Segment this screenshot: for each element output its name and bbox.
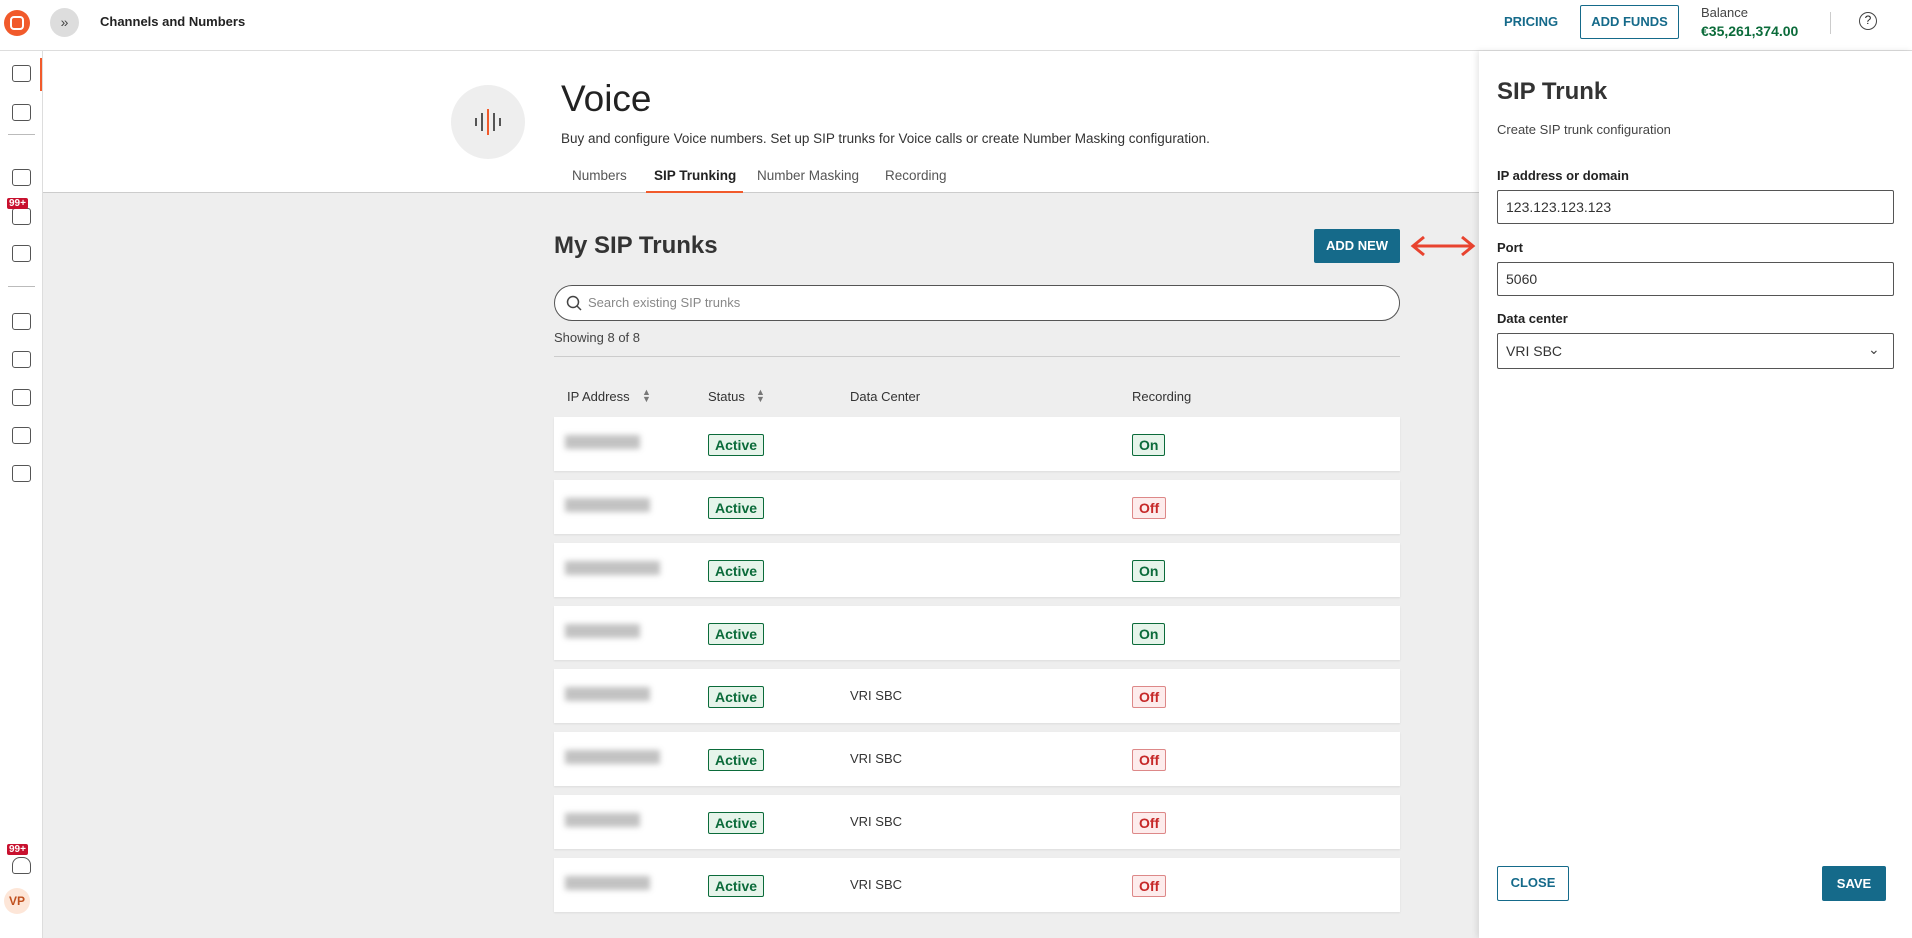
tab-underline xyxy=(646,191,743,193)
dropdown-chevron[interactable]: ⌄ xyxy=(1868,341,1880,357)
add-funds-button[interactable]: ADD FUNDS xyxy=(1580,5,1679,39)
search-placeholder: Search existing SIP trunks xyxy=(588,295,741,310)
avatar[interactable]: VP xyxy=(4,888,30,914)
close-button[interactable]: CLOSE xyxy=(1497,866,1569,901)
showing-count: Showing 8 of 8 xyxy=(554,330,641,345)
table-row[interactable] xyxy=(554,795,1400,849)
panel-title: SIP Trunk xyxy=(1497,78,1608,105)
field-input[interactable]: VRI SBC xyxy=(1497,333,1894,369)
save-button[interactable]: SAVE xyxy=(1822,866,1886,901)
tab[interactable]: Recording xyxy=(885,168,947,183)
data-center: VRI SBC xyxy=(850,814,903,829)
notification-badge: 99+ xyxy=(7,844,28,855)
side-panel xyxy=(1479,51,1912,938)
data-center: VRI SBC xyxy=(850,877,903,892)
expand-button[interactable]: » xyxy=(50,8,79,37)
ip-redacted xyxy=(565,561,660,575)
field-input[interactable]: 123.123.123.123 xyxy=(1497,190,1894,224)
field-label: Port xyxy=(1497,240,1523,255)
logo[interactable] xyxy=(4,10,30,36)
status-badge: Active xyxy=(708,686,765,708)
recording-badge: Off xyxy=(1132,686,1167,708)
help-icon[interactable]: ? xyxy=(1859,12,1877,30)
search-box[interactable]: Search existing SIP trunks xyxy=(554,285,1400,321)
top-bar xyxy=(0,0,1912,51)
arrow-annotation xyxy=(1410,235,1476,257)
table-row[interactable] xyxy=(554,858,1400,912)
table-row[interactable] xyxy=(554,417,1400,471)
ip-redacted xyxy=(565,435,640,449)
field-input[interactable]: 5060 xyxy=(1497,262,1894,296)
section-title: My SIP Trunks xyxy=(554,232,718,259)
table-row[interactable] xyxy=(554,606,1400,660)
column-header[interactable]: IP Address xyxy=(567,389,630,404)
voice-glyph xyxy=(475,109,501,135)
table-row[interactable] xyxy=(554,732,1400,786)
notification-badge: 99+ xyxy=(7,198,28,209)
status-badge: Active xyxy=(708,875,765,897)
status-badge: Active xyxy=(708,497,765,519)
status-badge: Active xyxy=(708,623,765,645)
tab[interactable]: Number Masking xyxy=(757,168,860,183)
sidebar xyxy=(0,51,43,938)
recording-badge: Off xyxy=(1132,875,1167,897)
balance-value: €35,261,374.00 xyxy=(1701,23,1799,39)
recording-badge: Off xyxy=(1132,812,1167,834)
recording-badge: Off xyxy=(1132,497,1167,519)
ip-redacted xyxy=(565,687,650,701)
column-header[interactable]: Status xyxy=(708,389,745,404)
field-label: Data center xyxy=(1497,311,1568,326)
recording-badge: On xyxy=(1132,560,1166,582)
data-center: VRI SBC xyxy=(850,751,903,766)
table-row[interactable] xyxy=(554,480,1400,534)
ip-redacted xyxy=(565,750,660,764)
table-row[interactable] xyxy=(554,669,1400,723)
table-row[interactable] xyxy=(554,543,1400,597)
pricing-link[interactable]: PRICING xyxy=(1504,14,1559,29)
sort-icon[interactable]: ▲ ▼ xyxy=(642,387,651,404)
add-new-button[interactable]: ADD NEW xyxy=(1314,229,1400,263)
tab[interactable]: Numbers xyxy=(572,168,627,183)
status-badge: Active xyxy=(708,812,765,834)
data-center: VRI SBC xyxy=(850,688,903,703)
tab-border xyxy=(43,192,1479,193)
separator xyxy=(554,356,1400,357)
recording-badge: Off xyxy=(1132,749,1167,771)
divider xyxy=(1830,12,1831,34)
status-badge: Active xyxy=(708,749,765,771)
sort-icon[interactable]: ▲ ▼ xyxy=(756,387,765,404)
ip-redacted xyxy=(565,876,650,890)
status-badge: Active xyxy=(708,560,765,582)
recording-badge: On xyxy=(1132,623,1166,645)
ip-redacted xyxy=(565,624,640,638)
header-title: Channels and Numbers xyxy=(100,14,246,29)
status-badge: Active xyxy=(708,434,765,456)
balance-label: Balance xyxy=(1701,5,1748,20)
column-header: Data Center xyxy=(850,389,921,404)
ip-redacted xyxy=(565,498,650,512)
tab[interactable]: SIP Trunking xyxy=(654,168,737,183)
search-icon xyxy=(566,295,582,311)
page-title: Voice xyxy=(561,78,652,119)
page-description: Buy and configure Voice numbers. Set up … xyxy=(561,131,1210,146)
panel-subtitle: Create SIP trunk configuration xyxy=(1497,122,1671,137)
recording-badge: On xyxy=(1132,434,1166,456)
column-header: Recording xyxy=(1132,389,1192,404)
ip-redacted xyxy=(565,813,640,827)
field-label: IP address or domain xyxy=(1497,168,1629,183)
voice-icon xyxy=(451,85,525,159)
